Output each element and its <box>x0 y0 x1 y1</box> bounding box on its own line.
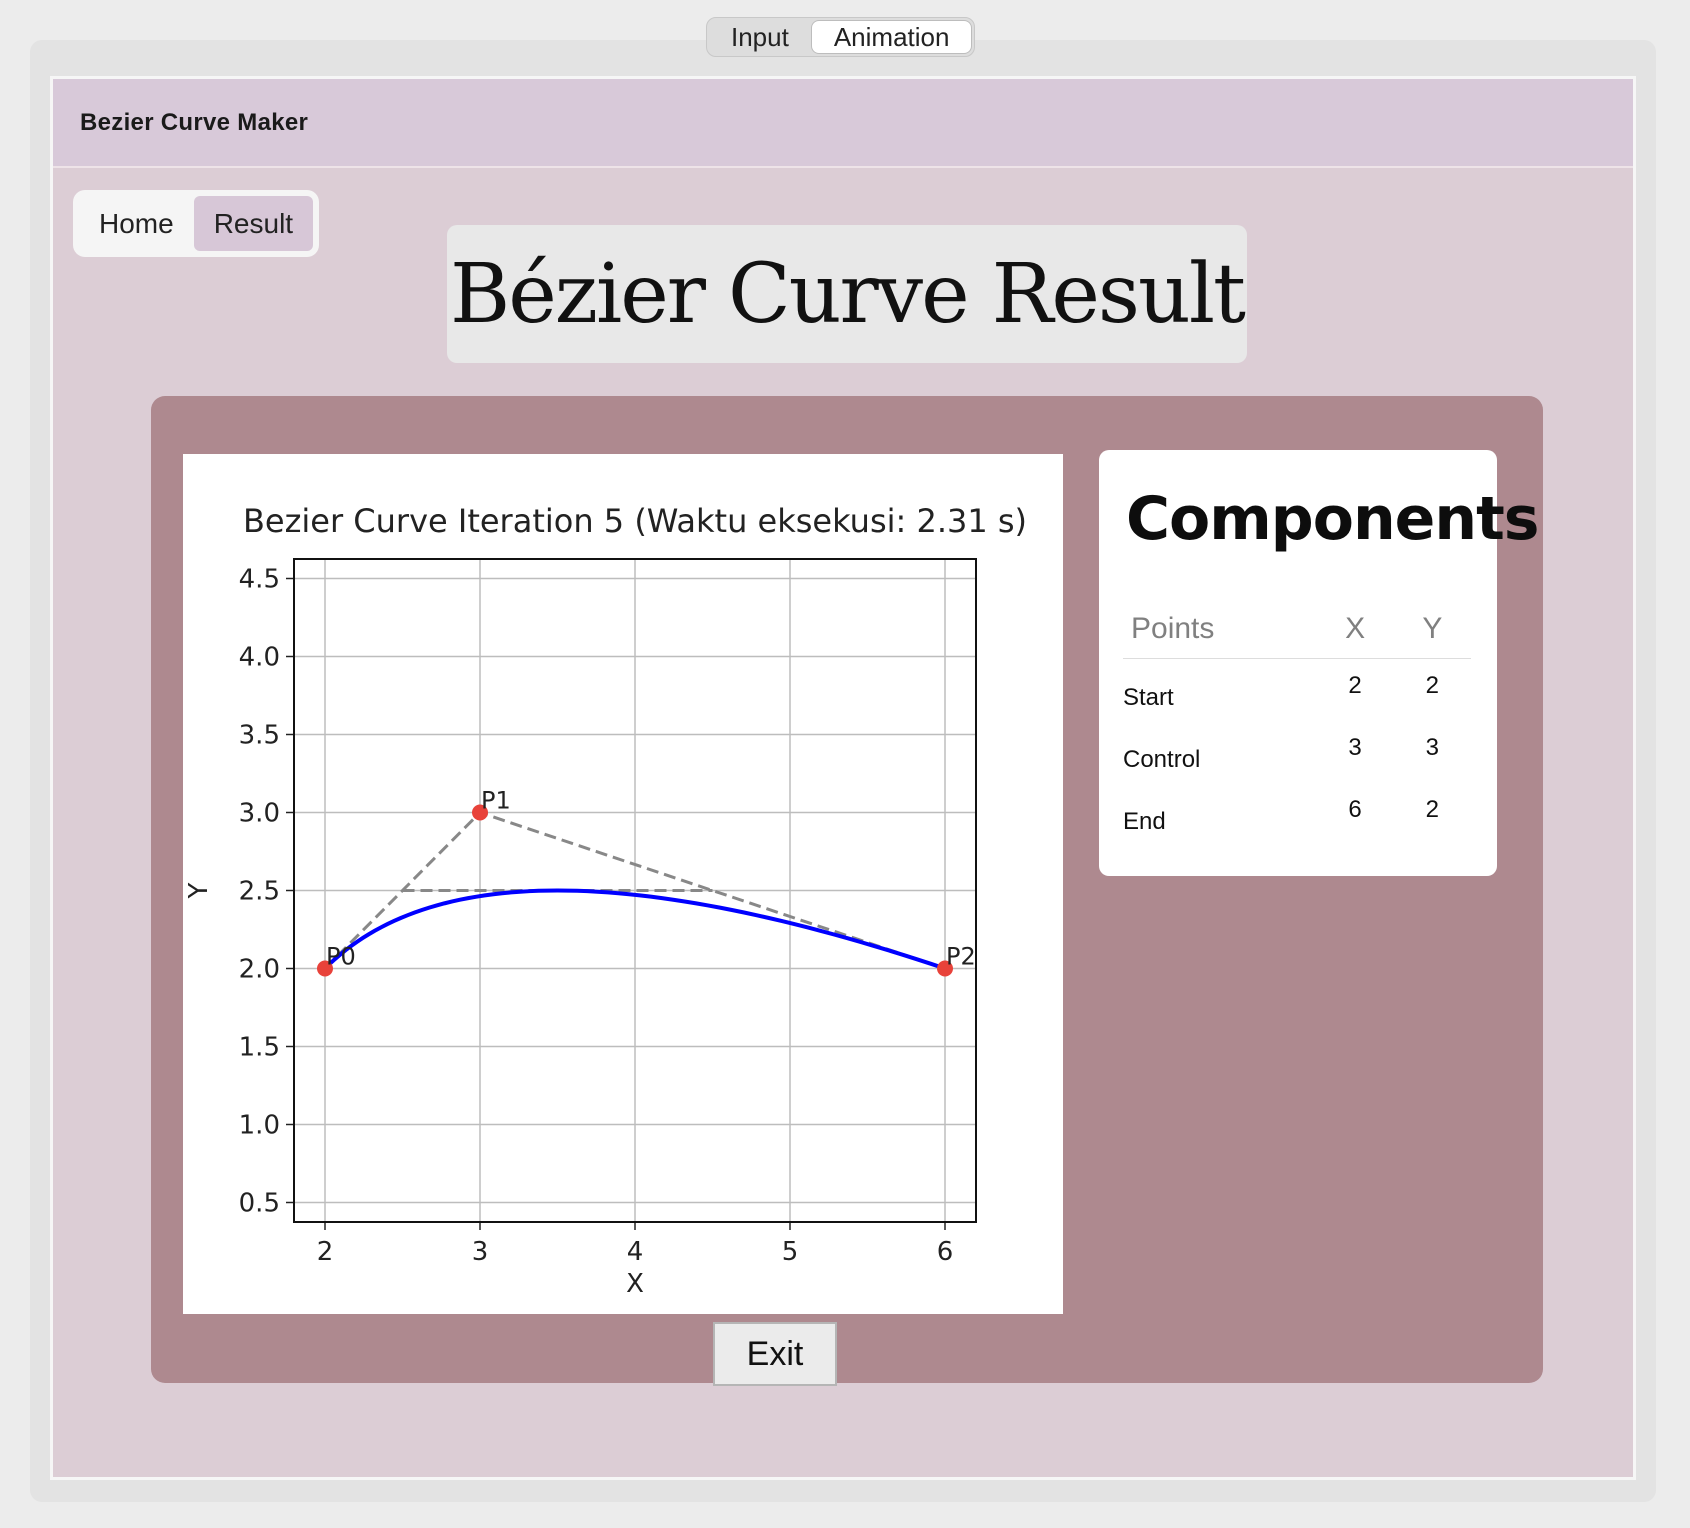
row-x: 6 <box>1348 796 1362 823</box>
y-tick-label: 1.0 <box>239 1111 280 1141</box>
components-table: Points X Y Start 2 2 Control 3 3 End 6 <box>1123 600 1471 845</box>
nav-home[interactable]: Home <box>99 208 174 239</box>
components-header: Points X Y <box>1123 600 1471 659</box>
y-tick-label: 2.0 <box>239 955 280 985</box>
row-label: Start <box>1123 684 1174 711</box>
y-tick-label: 4.0 <box>239 643 280 673</box>
table-row: Start 2 2 <box>1123 659 1471 721</box>
y-tick-label: 2.5 <box>239 877 280 907</box>
tab-input[interactable]: Input <box>731 22 789 52</box>
exit-button[interactable]: Exit <box>713 1322 837 1386</box>
components-card: Components Points X Y Start 2 2 Control … <box>1099 450 1539 876</box>
y-tick-label: 3.0 <box>239 799 280 829</box>
page-title: Bézier Curve Result <box>449 246 1246 342</box>
row-y: 2 <box>1425 672 1439 699</box>
x-tick-label: 4 <box>627 1237 644 1267</box>
y-tick-label: 1.5 <box>239 1033 280 1063</box>
header-x: X <box>1345 612 1366 645</box>
chart-title: Bezier Curve Iteration 5 (Waktu eksekusi… <box>243 502 1027 540</box>
plot-card: Bezier Curve Iteration 5 (Waktu eksekusi… <box>183 454 1063 1314</box>
mode-tabs: Input Animation <box>706 17 976 57</box>
x-tick-label: 5 <box>782 1237 799 1267</box>
y-tick-label: 4.5 <box>239 565 280 595</box>
table-row: Control 3 3 <box>1123 721 1471 783</box>
result-panel: Bezier Curve Iteration 5 (Waktu eksekusi… <box>151 396 1543 1383</box>
row-x: 2 <box>1348 672 1362 699</box>
nav-result[interactable]: Result <box>193 196 314 251</box>
control-point-marker <box>472 804 488 821</box>
x-tick-label: 3 <box>472 1237 489 1267</box>
y-tick-label: 3.5 <box>239 721 280 751</box>
table-row: End 6 2 <box>1123 783 1471 845</box>
app-window: Bezier Curve Maker Home Result Bézier Cu… <box>50 76 1636 1480</box>
plot-frame <box>293 558 977 1223</box>
app-header: Bezier Curve Maker <box>53 79 1633 168</box>
control-point-label: P0 <box>326 943 356 971</box>
tab-animation[interactable]: Animation <box>810 20 973 54</box>
row-y: 3 <box>1425 734 1439 761</box>
y-tick-label: 0.5 <box>239 1189 280 1219</box>
control-point-label: P2 <box>946 943 976 971</box>
row-y: 2 <box>1425 796 1439 823</box>
x-tick-label: 6 <box>937 1237 954 1267</box>
control-point-marker <box>937 960 953 977</box>
row-label: End <box>1123 808 1166 835</box>
control-point-marker <box>317 960 333 977</box>
row-x: 3 <box>1348 734 1362 761</box>
page-title-box: Bézier Curve Result <box>447 225 1247 363</box>
header-points: Points <box>1131 612 1215 645</box>
x-axis-label: X <box>626 1269 644 1299</box>
app-title: Bezier Curve Maker <box>80 108 309 136</box>
y-axis-label: Y <box>184 882 214 899</box>
page-nav: Home Result <box>73 190 320 257</box>
bezier-chart: Bezier Curve Iteration 5 (Waktu eksekusi… <box>184 502 1027 1299</box>
control-point-label: P1 <box>481 787 511 815</box>
row-label: Control <box>1123 746 1201 773</box>
bezier-curve-line <box>323 888 946 971</box>
x-tick-label: 2 <box>317 1237 334 1267</box>
header-y: Y <box>1422 612 1443 645</box>
components-title: Components <box>1126 484 1539 554</box>
